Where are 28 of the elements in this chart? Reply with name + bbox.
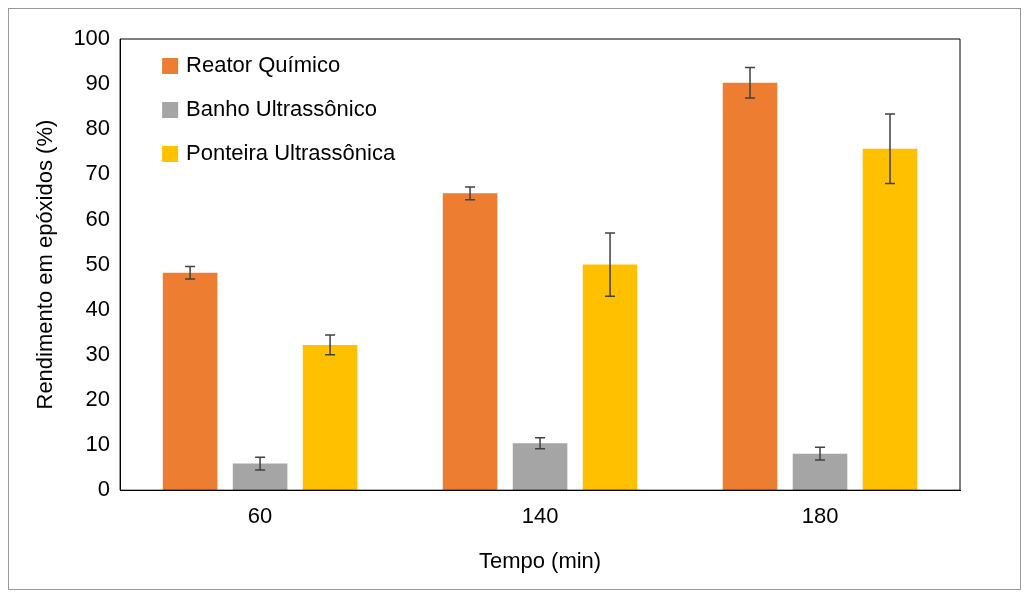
bar (582, 264, 638, 491)
y-tick-label: 30 (85, 340, 111, 366)
y-tick-label: 0 (97, 476, 111, 502)
bar (162, 272, 218, 491)
y-tick-label: 80 (85, 115, 111, 141)
bar (302, 344, 358, 491)
legend-label: Banho Ultrassônico (186, 96, 377, 122)
x-tick-label: 180 (801, 503, 839, 529)
y-tick-label: 50 (85, 250, 111, 276)
y-tick-label: 60 (85, 205, 111, 231)
y-tick-label: 90 (85, 70, 111, 96)
bar (792, 453, 848, 491)
y-axis-title: Rendimento em epóxidos (%) (32, 119, 58, 410)
legend-label: Ponteira Ultrassônica (186, 140, 396, 166)
bar (722, 82, 778, 491)
x-axis-title: Tempo (min) (478, 547, 602, 573)
y-tick-label: 20 (85, 386, 111, 412)
y-tick-label: 40 (85, 295, 111, 321)
bar (232, 463, 288, 491)
bar (512, 443, 568, 491)
bar (442, 193, 498, 491)
x-tick-label: 140 (521, 503, 559, 529)
y-tick-label: 100 (73, 25, 111, 51)
y-tick-label: 70 (85, 160, 111, 186)
bar (862, 148, 918, 491)
y-tick-label: 10 (85, 431, 111, 457)
legend-label: Reator Químico (186, 52, 341, 78)
x-tick-label: 60 (247, 503, 273, 529)
